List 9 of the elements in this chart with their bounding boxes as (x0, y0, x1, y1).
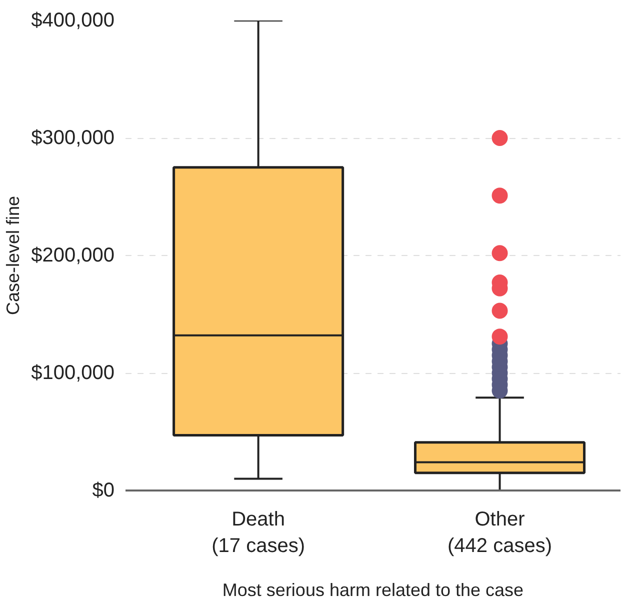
y-tick-label: $0 (92, 480, 115, 502)
y-tick-label: $200,000 (31, 244, 115, 266)
y-tick-label: $300,000 (31, 127, 115, 149)
y-axis-title: Case-level fine (3, 196, 24, 316)
x-tick-label: Other (442 cases) (448, 508, 552, 557)
y-tick-label: $100,000 (31, 362, 115, 384)
y-tick-label: $400,000 (31, 10, 115, 32)
x-axis-title: Most serious harm related to the case (222, 580, 524, 600)
x-tick-label: Death (17 cases) (212, 508, 305, 557)
